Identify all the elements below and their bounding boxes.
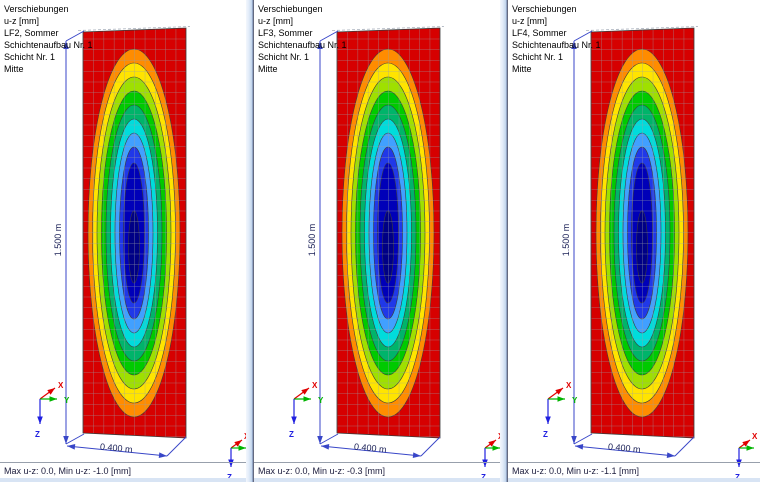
z-axis-label: Z — [543, 430, 548, 439]
result-viewport[interactable]: 1.500 m 0.400 m X Y Z X Z Ve — [508, 0, 760, 482]
viewport-canvas[interactable]: 1.500 m 0.400 m X Y Z X Z — [254, 0, 500, 482]
plate-outline — [336, 27, 441, 439]
info-line-position: Mitte — [512, 64, 532, 74]
x-axis-label: X — [498, 432, 500, 441]
vertical-scrollbar[interactable] — [246, 0, 254, 482]
z-axis-label: Z — [35, 430, 40, 439]
height-dimension-label: 1.500 m — [53, 224, 63, 257]
height-dimension-label: 1.500 m — [561, 224, 571, 257]
result-viewport[interactable]: 1.500 m 0.400 m X Y Z X Z Ve — [254, 0, 500, 482]
status-text: Max u-z: 0.0, Min u-z: -1.1 [mm] — [512, 466, 640, 476]
fe-mesh-overlay — [83, 28, 186, 438]
local-axes-triad: X Y Z — [35, 381, 70, 439]
width-dimension-label: 0.400 m — [100, 441, 133, 454]
status-bar: Max u-z: 0.0, Min u-z: -0.3 [mm] — [254, 462, 500, 476]
global-axes-triad: X Z — [227, 432, 246, 482]
info-line-quantity: u-z [mm] — [4, 16, 39, 26]
undeformed-outline-dashed — [77, 26, 191, 31]
plate-contour-plot — [77, 26, 191, 439]
x-axis-label: X — [312, 381, 318, 390]
info-line-layer-setup: Schichtenaufbau Nr. 1 — [512, 40, 601, 50]
z-axis-label: Z — [289, 430, 294, 439]
result-info-block: Verschiebungen u-z [mm] LF4, Sommer Schi… — [512, 3, 601, 75]
result-info-block: Verschiebungen u-z [mm] LF3, Sommer Schi… — [258, 3, 347, 75]
plate-outline — [82, 27, 187, 439]
plate-contour-plot — [331, 26, 445, 439]
info-line-layer-setup: Schichtenaufbau Nr. 1 — [258, 40, 347, 50]
info-line-position: Mitte — [258, 64, 278, 74]
y-axis-label: Y — [64, 396, 70, 405]
y-axis-label: Y — [318, 396, 324, 405]
local-axes-triad: X Y Z — [289, 381, 324, 439]
z-axis-label: Z — [735, 473, 740, 482]
viewport-canvas[interactable]: 1.500 m 0.400 m X Y Z X Z — [508, 0, 760, 482]
result-viewport[interactable]: 1.500 m 0.400 m X Y Z X Z Ve — [0, 0, 246, 482]
dimension-annotations: 1.500 m 0.400 m — [307, 30, 441, 458]
dimension-annotations: 1.500 m 0.400 m — [53, 30, 187, 458]
undeformed-outline-dashed — [585, 26, 699, 31]
global-axes-triad: X Z — [481, 432, 500, 482]
info-line-result-type: Verschiebungen — [4, 4, 69, 14]
x-axis-label: X — [244, 432, 246, 441]
info-line-layer: Schicht Nr. 1 — [258, 52, 310, 62]
info-line-load-case: LF2, Sommer — [4, 28, 59, 38]
dimension-annotations: 1.500 m 0.400 m — [561, 30, 695, 458]
info-line-layer: Schicht Nr. 1 — [512, 52, 564, 62]
info-line-load-case: LF3, Sommer — [258, 28, 313, 38]
width-dimension-label: 0.400 m — [608, 441, 641, 454]
window-bottom-edge — [508, 478, 760, 482]
y-axis-label: Y — [572, 396, 578, 405]
x-axis-label: X — [566, 381, 572, 390]
local-axes-triad: X Y Z — [543, 381, 578, 439]
fe-mesh-overlay — [591, 28, 694, 438]
info-line-layer: Schicht Nr. 1 — [4, 52, 56, 62]
info-line-position: Mitte — [4, 64, 24, 74]
status-text: Max u-z: 0.0, Min u-z: -1.0 [mm] — [4, 466, 132, 476]
plate-contour-plot — [585, 26, 699, 439]
x-axis-label: X — [752, 432, 758, 441]
info-line-result-type: Verschiebungen — [258, 4, 323, 14]
status-bar: Max u-z: 0.0, Min u-z: -1.0 [mm] — [0, 462, 246, 476]
vertical-scrollbar[interactable] — [500, 0, 508, 482]
status-text: Max u-z: 0.0, Min u-z: -0.3 [mm] — [258, 466, 386, 476]
info-line-load-case: LF4, Sommer — [512, 28, 567, 38]
z-axis-label: Z — [481, 473, 486, 482]
plate-outline — [590, 27, 695, 439]
height-dimension-label: 1.500 m — [307, 224, 317, 257]
status-bar: Max u-z: 0.0, Min u-z: -1.1 [mm] — [508, 462, 760, 476]
info-line-result-type: Verschiebungen — [512, 4, 577, 14]
window-bottom-edge — [254, 478, 500, 482]
width-dimension-label: 0.400 m — [354, 441, 387, 454]
viewport-canvas[interactable]: 1.500 m 0.400 m X Y Z X Z — [0, 0, 246, 482]
info-line-quantity: u-z [mm] — [258, 16, 293, 26]
info-line-quantity: u-z [mm] — [512, 16, 547, 26]
info-line-layer-setup: Schichtenaufbau Nr. 1 — [4, 40, 93, 50]
result-info-block: Verschiebungen u-z [mm] LF2, Sommer Schi… — [4, 3, 93, 75]
undeformed-outline-dashed — [331, 26, 445, 31]
fe-mesh-overlay — [337, 28, 440, 438]
x-axis-label: X — [58, 381, 64, 390]
global-axes-triad: X Z — [735, 432, 758, 482]
window-bottom-edge — [0, 478, 246, 482]
z-axis-label: Z — [227, 473, 232, 482]
